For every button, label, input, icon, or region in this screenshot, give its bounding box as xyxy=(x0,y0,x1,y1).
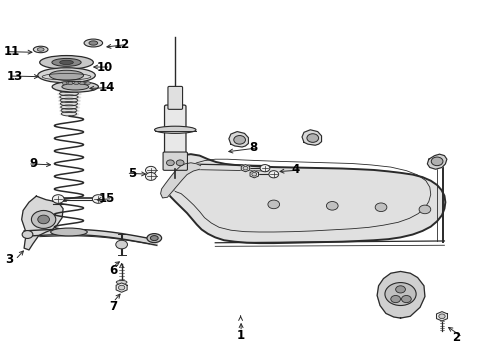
Text: 7: 7 xyxy=(109,300,117,313)
Text: 10: 10 xyxy=(96,60,112,73)
Circle shape xyxy=(52,195,64,203)
Circle shape xyxy=(395,286,405,293)
Text: 1: 1 xyxy=(237,329,244,342)
Ellipse shape xyxy=(62,82,67,85)
Ellipse shape xyxy=(38,68,95,83)
Text: 14: 14 xyxy=(99,81,115,94)
Ellipse shape xyxy=(154,126,196,134)
Circle shape xyxy=(401,296,410,303)
Circle shape xyxy=(233,135,245,144)
Ellipse shape xyxy=(68,82,73,85)
Circle shape xyxy=(390,296,400,303)
Circle shape xyxy=(116,240,127,249)
Text: 5: 5 xyxy=(128,167,136,180)
FancyBboxPatch shape xyxy=(167,86,182,109)
Ellipse shape xyxy=(52,81,98,92)
Ellipse shape xyxy=(22,230,33,238)
Polygon shape xyxy=(165,154,445,243)
Circle shape xyxy=(268,171,278,178)
Ellipse shape xyxy=(49,70,83,80)
Polygon shape xyxy=(241,165,249,172)
Circle shape xyxy=(176,160,183,166)
Ellipse shape xyxy=(60,60,73,64)
Polygon shape xyxy=(21,196,63,250)
Circle shape xyxy=(145,166,156,174)
FancyBboxPatch shape xyxy=(164,105,185,156)
Circle shape xyxy=(243,166,247,170)
Polygon shape xyxy=(376,271,424,318)
Circle shape xyxy=(384,283,415,306)
Circle shape xyxy=(92,195,104,203)
Text: 11: 11 xyxy=(4,45,20,58)
Text: 2: 2 xyxy=(451,330,460,343)
Polygon shape xyxy=(160,163,200,198)
Text: 13: 13 xyxy=(6,69,22,82)
Circle shape xyxy=(430,157,442,166)
Circle shape xyxy=(118,285,124,290)
Polygon shape xyxy=(228,132,248,147)
Circle shape xyxy=(260,165,269,172)
FancyBboxPatch shape xyxy=(163,152,187,170)
Circle shape xyxy=(418,205,430,214)
Ellipse shape xyxy=(85,82,90,85)
Text: 9: 9 xyxy=(30,157,38,170)
Ellipse shape xyxy=(116,280,127,284)
Ellipse shape xyxy=(147,234,161,243)
Ellipse shape xyxy=(51,228,87,236)
Circle shape xyxy=(326,202,337,210)
Text: 15: 15 xyxy=(99,192,115,205)
Circle shape xyxy=(438,314,444,319)
Circle shape xyxy=(31,211,56,228)
Text: 6: 6 xyxy=(109,264,117,277)
Circle shape xyxy=(306,134,318,142)
Ellipse shape xyxy=(37,48,44,51)
Text: 8: 8 xyxy=(249,141,257,154)
Ellipse shape xyxy=(74,82,79,85)
Text: 12: 12 xyxy=(113,38,129,51)
Circle shape xyxy=(374,203,386,212)
Text: 3: 3 xyxy=(5,253,14,266)
Ellipse shape xyxy=(52,58,81,66)
Polygon shape xyxy=(116,283,127,292)
Circle shape xyxy=(251,172,256,176)
Polygon shape xyxy=(249,171,258,178)
Ellipse shape xyxy=(150,235,158,240)
Polygon shape xyxy=(436,312,447,321)
Ellipse shape xyxy=(40,55,93,69)
Polygon shape xyxy=(427,154,446,169)
Circle shape xyxy=(166,160,174,166)
Text: 4: 4 xyxy=(291,163,299,176)
Circle shape xyxy=(145,172,156,180)
Ellipse shape xyxy=(84,39,102,47)
Ellipse shape xyxy=(80,82,84,85)
Ellipse shape xyxy=(89,41,98,45)
Ellipse shape xyxy=(62,84,88,90)
Polygon shape xyxy=(302,130,321,145)
Circle shape xyxy=(38,215,49,224)
Ellipse shape xyxy=(33,46,48,53)
Circle shape xyxy=(267,200,279,209)
